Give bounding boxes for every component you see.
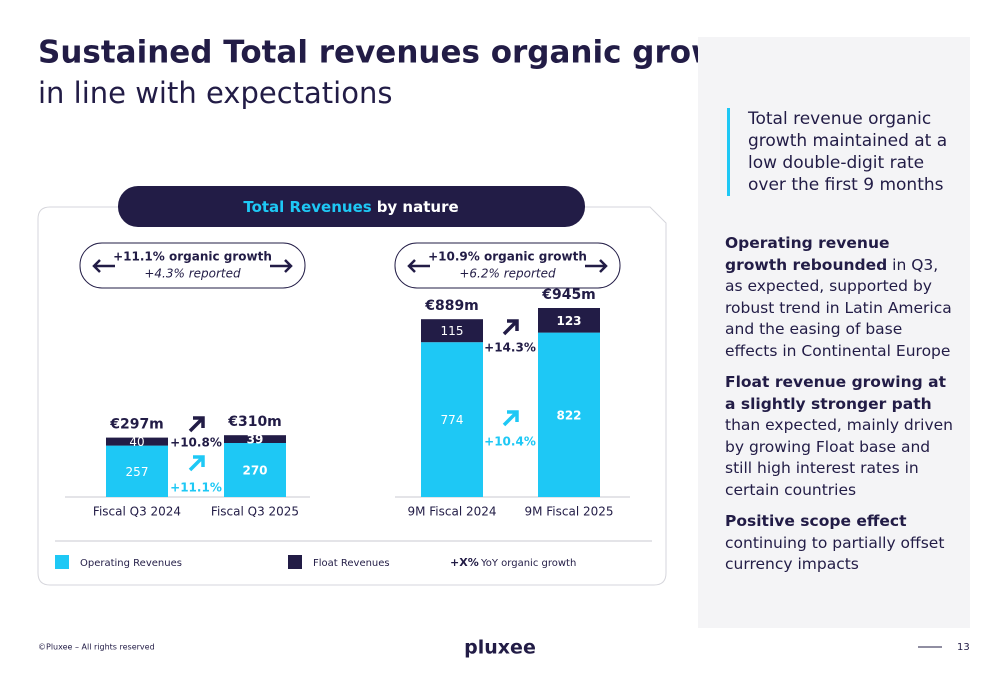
bar-segment <box>106 445 168 497</box>
bar-segment <box>106 437 168 446</box>
growth-arrow <box>502 410 519 427</box>
value-label: 774 <box>441 413 464 427</box>
legend-label: Float Revenues <box>313 558 390 569</box>
logo: pluxee <box>464 637 536 659</box>
growth-arrow <box>188 455 205 472</box>
subtitle: in line with expectations <box>38 76 392 110</box>
organic-growth: +10.9% organic growth <box>428 250 587 264</box>
title: Sustained Total revenues organic growth <box>38 35 757 71</box>
growth-annotation: +10.8% <box>170 436 222 450</box>
value-label: 40 <box>129 435 144 449</box>
sidebar: Total revenue organic growth maintained … <box>698 37 970 628</box>
x-tick-label: Fiscal Q3 2024 <box>93 505 181 519</box>
total-label: €297m <box>109 417 164 433</box>
sidebar-paragraphs: Operating revenue growth rebounded in Q3… <box>725 233 953 586</box>
growth-annotation: +10.4% <box>484 435 536 449</box>
legend-swatch <box>288 555 302 569</box>
bar-segment <box>224 443 286 497</box>
x-tick-label: Fiscal Q3 2025 <box>211 505 299 519</box>
copyright: ©Pluxee – All rights reserved <box>38 643 155 652</box>
paragraph-text: continuing to partially offset currency … <box>725 533 945 574</box>
reported-growth: +6.2% reported <box>459 267 556 281</box>
paragraph: Operating revenue growth rebounded in Q3… <box>725 233 953 362</box>
pill-arrow-right <box>270 259 293 273</box>
legend-growth-text: YoY organic growth <box>480 558 576 569</box>
paragraph-bold: Positive scope effect <box>725 512 907 530</box>
bar-segment <box>538 332 600 497</box>
growth-annotation: +14.3% <box>484 341 536 355</box>
reported-growth: +4.3% reported <box>144 267 241 281</box>
total-label: €945m <box>541 287 596 303</box>
pill-arrow-left <box>92 259 115 273</box>
total-label: €310m <box>227 414 282 430</box>
growth-arrow <box>188 416 205 433</box>
value-label: 822 <box>556 408 581 422</box>
page-number: 13 <box>957 642 970 653</box>
organic-growth: +11.1% organic growth <box>113 250 272 264</box>
x-tick-label: 9M Fiscal 2024 <box>407 505 496 519</box>
total-label: €889m <box>424 298 479 314</box>
paragraph: Positive scope effect continuing to part… <box>725 511 953 576</box>
paragraph-bold: Float revenue growing at a slightly stro… <box>725 373 946 413</box>
legend-growth-symbol: +X% <box>450 556 479 569</box>
sidebar-headline: Total revenue organic growth maintained … <box>727 108 963 196</box>
bar-segment <box>224 435 286 443</box>
pill-arrow-left <box>407 259 430 273</box>
panel-frame <box>37 206 667 586</box>
growth-pill <box>79 242 306 289</box>
bar-segment <box>421 342 483 497</box>
value-label: 257 <box>126 465 149 479</box>
paragraph-text: in Q3, as expected, supported by robust … <box>725 255 952 360</box>
legend-label: Operating Revenues <box>80 558 182 569</box>
legend-swatch <box>55 555 69 569</box>
x-tick-label: 9M Fiscal 2025 <box>524 505 613 519</box>
growth-pill <box>394 242 621 289</box>
bar-segment <box>538 308 600 333</box>
pill-arrow-right <box>585 259 608 273</box>
panel-title: Total Revenues by nature <box>243 198 458 216</box>
value-label: 115 <box>441 324 464 338</box>
value-label: 123 <box>556 314 581 328</box>
paragraph: Float revenue growing at a slightly stro… <box>725 372 953 501</box>
paragraph-bold: Operating revenue growth rebounded <box>725 234 890 274</box>
paragraph-text: than expected, mainly driven by growing … <box>725 416 953 499</box>
value-label: 39 <box>247 433 264 447</box>
growth-arrow <box>502 319 519 336</box>
panel-header <box>118 186 585 227</box>
growth-annotation: +11.1% <box>170 481 222 495</box>
bar-segment <box>421 319 483 343</box>
value-label: 270 <box>242 464 267 478</box>
